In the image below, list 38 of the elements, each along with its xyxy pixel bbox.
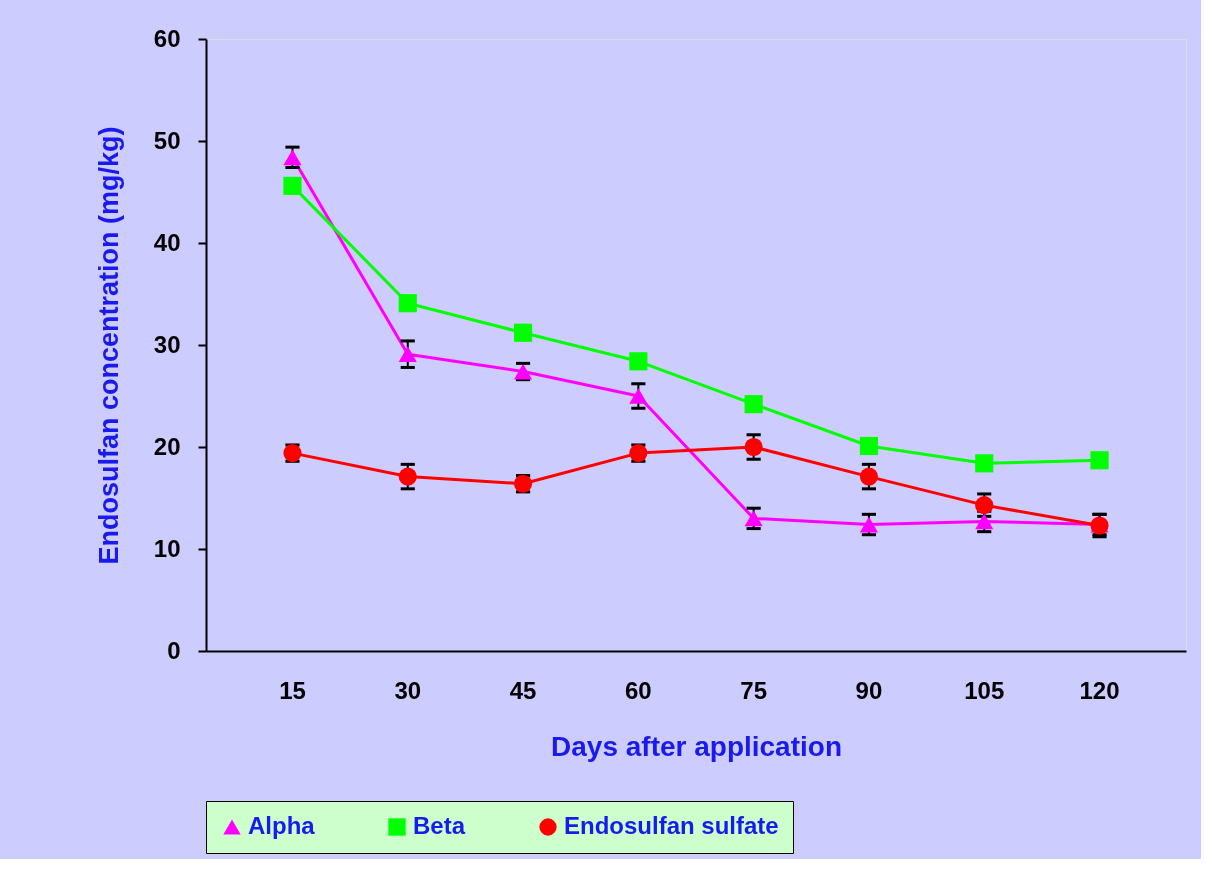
point bbox=[283, 176, 302, 195]
y-tick-label: 10 bbox=[153, 534, 181, 562]
legend-label: Endosulfan sulfate bbox=[564, 812, 779, 839]
y-tick-label: 40 bbox=[153, 228, 181, 256]
point bbox=[513, 323, 533, 342]
point bbox=[398, 467, 417, 486]
y-tick-label: 60 bbox=[153, 24, 181, 52]
point bbox=[859, 516, 879, 533]
point bbox=[744, 437, 763, 457]
legend-label: Alpha bbox=[248, 812, 316, 839]
x-tick-label: 30 bbox=[394, 676, 422, 704]
x-tick-label: 105 bbox=[964, 676, 1005, 704]
point bbox=[398, 346, 417, 363]
x-axis-title: Days after application bbox=[551, 730, 842, 762]
legend-label: Beta bbox=[413, 812, 466, 839]
point bbox=[1090, 451, 1109, 470]
point bbox=[398, 294, 417, 313]
x-tick-label: 60 bbox=[625, 676, 652, 704]
point bbox=[859, 436, 879, 456]
point bbox=[975, 454, 994, 473]
point bbox=[629, 352, 648, 371]
y-tick-label: 0 bbox=[167, 636, 181, 664]
point bbox=[975, 513, 994, 530]
point bbox=[629, 388, 648, 404]
x-tick-label: 120 bbox=[1079, 676, 1120, 704]
point bbox=[975, 496, 994, 515]
point bbox=[744, 395, 763, 414]
x-tick-label: 45 bbox=[509, 676, 537, 704]
point bbox=[283, 149, 302, 166]
point bbox=[744, 510, 763, 527]
y-axis-title: Endosulfan concentration (mg/kg) bbox=[93, 126, 124, 565]
x-tick-label: 15 bbox=[279, 676, 306, 704]
x-tick-label: 75 bbox=[740, 676, 767, 704]
x-tick-label: 90 bbox=[855, 676, 883, 704]
y-tick-label: 30 bbox=[153, 330, 181, 358]
y-tick-label: 50 bbox=[153, 126, 181, 154]
y-tick-label: 20 bbox=[153, 432, 181, 460]
point bbox=[859, 467, 879, 486]
